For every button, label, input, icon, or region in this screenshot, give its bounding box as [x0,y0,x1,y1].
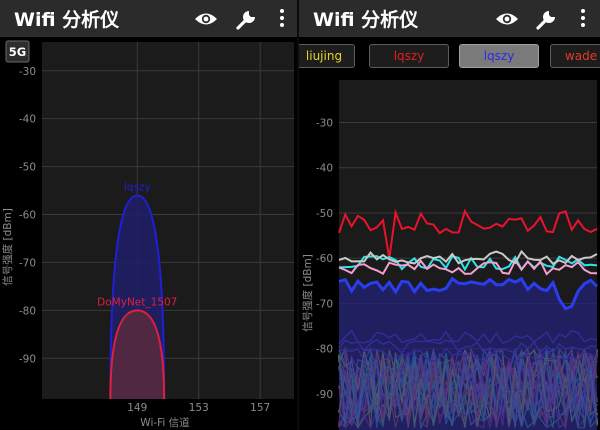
time-graph-chart: -30 -40 -50 -60 -70 -80 -90 信号强度 [dBm] [301,80,599,430]
network-curve [109,194,166,400]
series-line [338,276,599,311]
y-tick-label: -90 [19,353,36,365]
y-tick-label: -40 [316,163,333,175]
network-ssid-label: lqszy [124,181,151,193]
network-curve [109,309,166,400]
network-area [110,310,165,399]
eye-icon[interactable] [192,5,220,33]
time-graph-screen: Wifi 分析仪 liujing lqszy lqszy wade -30 -40… [299,0,600,430]
panel-divider [297,0,299,430]
more-vert-icon[interactable] [276,6,288,32]
series-line [338,208,598,259]
y-tick-label: -40 [19,114,36,126]
y-tick-label: -50 [19,162,36,174]
ssid-chip[interactable]: liujing [299,44,355,68]
app-title: Wifi 分析仪 [313,9,419,31]
y-tick-label: -80 [316,344,333,356]
wrench-icon[interactable] [233,5,261,33]
y-tick-label: -70 [316,298,333,310]
y-tick-label: -60 [316,253,333,265]
x-axis-title: Wi-Fi 信道 [140,416,190,429]
eye-icon[interactable] [493,5,521,33]
series-area [339,278,597,430]
series-line [338,258,598,276]
y-tick-label: -60 [19,210,36,222]
app-bar: Wifi 分析仪 [0,0,297,37]
wrench-icon[interactable] [533,5,561,33]
y-tick-label: -30 [19,66,36,78]
y-axis-title: 信号强度 [dBm] [301,254,314,332]
x-tick-label: 149 [127,402,147,414]
app-title: Wifi 分析仪 [14,9,120,31]
x-tick-label: 157 [250,402,270,414]
y-tick-label: -70 [19,257,36,269]
y-tick-label: -30 [316,118,333,130]
y-axis-title: 信号强度 [dBm] [1,208,14,286]
app-bar: Wifi 分析仪 [299,0,600,37]
channel-graph-screen: Wifi 分析仪 -30 -40 -50 -60 -70 -80 -90 149 153 157 l… [0,0,297,430]
y-tick-label: -90 [316,389,333,401]
y-tick-label: -50 [316,208,333,220]
plot-area [42,42,294,399]
band-toggle-button[interactable] [5,40,30,63]
series-line [338,249,598,266]
ssid-chip-selected[interactable]: lqszy [459,44,539,68]
x-tick-label: 153 [189,402,209,414]
channel-chart: -30 -40 -50 -60 -70 -80 -90 149 153 157 lqszy DoMyN… [1,40,294,429]
band-toggle-label: 5G [9,45,26,59]
more-vert-icon[interactable] [577,6,589,32]
ssid-chip[interactable]: lqszy [369,44,449,68]
ssid-chip[interactable]: wade [550,44,600,68]
y-tick-label: -80 [19,305,36,317]
series-line [338,255,598,272]
network-ssid-label: DoMyNet_1507 [97,296,177,308]
